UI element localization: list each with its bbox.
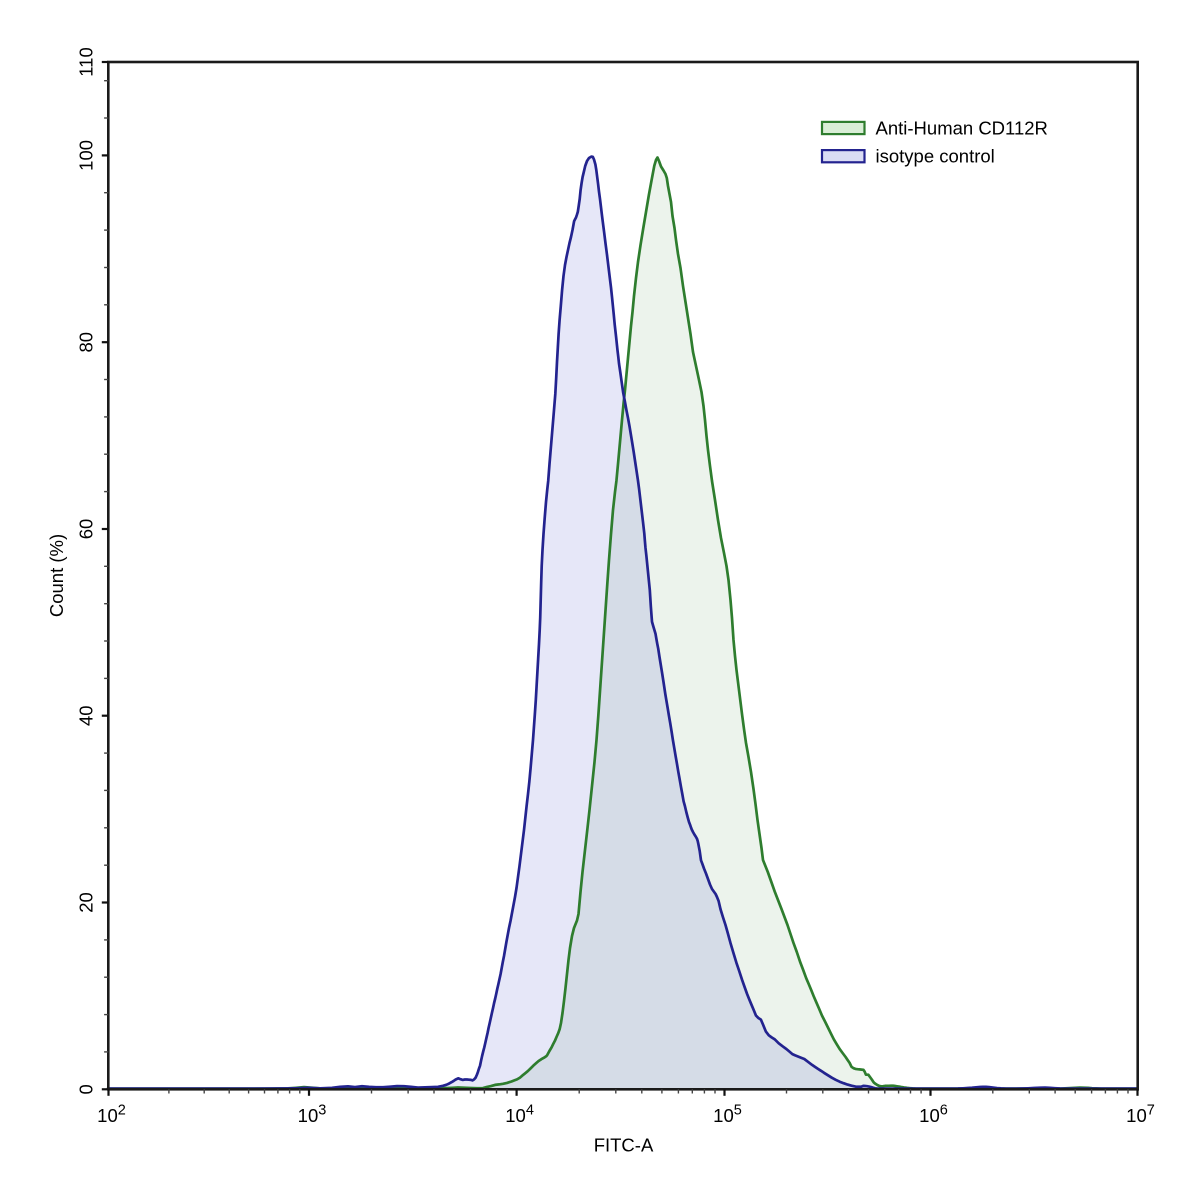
svg-text:110: 110 <box>76 47 97 77</box>
svg-text:FITC-A: FITC-A <box>594 1135 654 1156</box>
svg-text:Count (%): Count (%) <box>46 534 67 617</box>
svg-text:80: 80 <box>76 332 97 353</box>
svg-text:0: 0 <box>76 1084 97 1094</box>
svg-text:40: 40 <box>76 705 97 726</box>
svg-text:60: 60 <box>76 519 97 540</box>
svg-text:Anti-Human CD112R: Anti-Human CD112R <box>876 117 1048 138</box>
svg-text:20: 20 <box>76 892 97 913</box>
svg-text:isotype control: isotype control <box>876 145 995 166</box>
svg-text:100: 100 <box>76 140 97 171</box>
